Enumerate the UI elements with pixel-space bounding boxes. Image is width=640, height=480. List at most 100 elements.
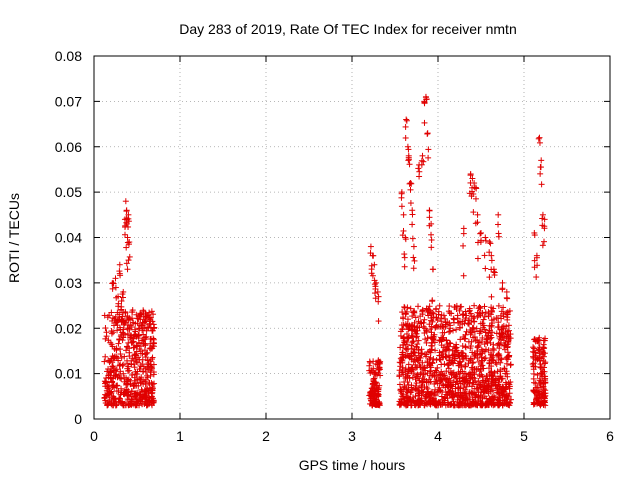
- data-point: [137, 366, 144, 373]
- data-point: [133, 358, 140, 365]
- data-point: [451, 355, 458, 362]
- data-point: [103, 333, 110, 340]
- data-point: [437, 378, 444, 385]
- data-point: [459, 394, 466, 401]
- data-point: [410, 265, 417, 272]
- data-point: [419, 350, 426, 357]
- data-point: [498, 356, 505, 363]
- data-point: [109, 279, 116, 286]
- data-point: [110, 280, 117, 287]
- data-point: [474, 255, 481, 262]
- data-point: [406, 322, 413, 329]
- data-point: [457, 303, 464, 310]
- data-point: [129, 309, 136, 316]
- data-point: [501, 365, 508, 372]
- data-point: [368, 262, 375, 269]
- data-point: [465, 360, 472, 367]
- data-point: [505, 380, 512, 387]
- data-point: [108, 327, 115, 334]
- data-point: [413, 330, 420, 337]
- data-point: [466, 390, 473, 397]
- data-point: [440, 334, 447, 341]
- data-point: [460, 230, 467, 237]
- data-point: [376, 366, 383, 373]
- data-point: [115, 395, 122, 402]
- data-point: [149, 342, 156, 349]
- data-point: [507, 362, 514, 369]
- data-point: [486, 249, 493, 256]
- data-point: [109, 379, 116, 386]
- data-point: [414, 323, 421, 330]
- data-point: [502, 386, 509, 393]
- data-point: [125, 257, 132, 264]
- data-point: [410, 243, 417, 250]
- plot-frame: [93, 55, 611, 420]
- data-point: [138, 374, 145, 381]
- y-tick-label: 0.07: [55, 93, 82, 109]
- data-point: [442, 319, 449, 326]
- data-point: [462, 317, 469, 324]
- data-point: [415, 165, 422, 172]
- data-point: [477, 328, 484, 335]
- data-point: [366, 362, 373, 369]
- data-point: [443, 337, 450, 344]
- data-point: [131, 364, 138, 371]
- data-point: [478, 400, 485, 407]
- data-point: [490, 347, 497, 354]
- data-point: [435, 386, 442, 393]
- data-point: [122, 331, 129, 338]
- data-point: [139, 396, 146, 403]
- data-point: [411, 349, 418, 356]
- x-tick-label: 3: [348, 428, 356, 444]
- data-point: [537, 364, 544, 371]
- data-point: [464, 320, 471, 327]
- data-point: [124, 360, 131, 367]
- data-point: [428, 314, 435, 321]
- data-point: [457, 385, 464, 392]
- data-point: [468, 374, 475, 381]
- data-point: [407, 186, 414, 193]
- data-point: [420, 158, 427, 165]
- data-point: [508, 396, 515, 403]
- data-point: [485, 313, 492, 320]
- data-point: [489, 372, 496, 379]
- data-point: [481, 383, 488, 390]
- data-point: [457, 336, 464, 343]
- data-point: [436, 302, 443, 309]
- data-point: [506, 334, 513, 341]
- data-point: [413, 356, 420, 363]
- data-point: [149, 327, 156, 334]
- data-point: [482, 329, 489, 336]
- data-point: [453, 326, 460, 333]
- data-point: [408, 342, 415, 349]
- data-point: [102, 383, 109, 390]
- data-point: [450, 327, 457, 334]
- data-point: [109, 315, 116, 322]
- data-point: [495, 221, 502, 228]
- data-point: [530, 363, 537, 370]
- data-point: [431, 331, 438, 338]
- data-point: [404, 143, 411, 150]
- data-point: [109, 363, 116, 370]
- data-point: [497, 312, 504, 319]
- data-point: [445, 365, 452, 372]
- data-point: [412, 383, 419, 390]
- data-point: [532, 384, 539, 391]
- data-point: [415, 337, 422, 344]
- data-point: [507, 331, 514, 338]
- data-point: [534, 262, 541, 269]
- data-point: [495, 211, 502, 218]
- data-point: [477, 381, 484, 388]
- data-point: [146, 321, 153, 328]
- data-point: [488, 293, 495, 300]
- data-point: [400, 227, 407, 234]
- data-point: [500, 304, 507, 311]
- data-point: [491, 269, 498, 276]
- data-point: [423, 391, 430, 398]
- data-point: [112, 313, 119, 320]
- data-point: [419, 378, 426, 385]
- data-point: [396, 401, 403, 408]
- data-point: [421, 316, 428, 323]
- data-point: [369, 380, 376, 387]
- data-point: [447, 328, 454, 335]
